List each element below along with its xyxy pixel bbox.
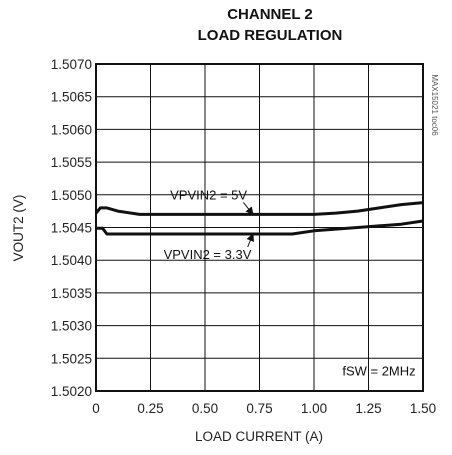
y-tick-label: 1.5065 <box>51 90 92 105</box>
x-tick-label: 0 <box>92 401 100 416</box>
x-tick-label: 0.75 <box>246 401 272 416</box>
y-tick-label: 1.5040 <box>51 253 92 268</box>
tick-labels: 0 0.25 0.50 0.75 1.00 1.25 1.50 1.5020 1.5025 1.5… <box>51 57 436 416</box>
chart-subtitle: LOAD REGULATION <box>198 27 343 44</box>
annotation-label: VPVIN2 = 3.3V <box>164 247 252 262</box>
x-tick-label: 1.50 <box>410 401 436 416</box>
x-tick-label: 1.25 <box>355 401 381 416</box>
y-tick-label: 1.5055 <box>51 155 92 170</box>
y-tick-label: 1.5050 <box>51 188 92 203</box>
x-tick-label: 1.00 <box>301 401 327 416</box>
y-tick-label: 1.5030 <box>51 319 92 334</box>
plot-frame <box>95 63 424 392</box>
annotation-arrow <box>246 233 255 248</box>
annotation-label: fSW = 2MHz <box>342 363 415 378</box>
y-axis-label: VOUT2 (V) <box>11 195 26 262</box>
y-tick-label: 1.5070 <box>51 57 92 72</box>
x-tick-label: 0.50 <box>192 401 218 416</box>
y-tick-label: 1.5060 <box>51 122 92 137</box>
y-tick-label: 1.5035 <box>51 286 92 301</box>
annotation-label: VPVIN2 = 5V <box>170 187 247 202</box>
x-tick-label: 0.25 <box>137 401 163 416</box>
annotation-arrow <box>243 202 254 216</box>
y-tick-label: 1.5025 <box>51 351 92 366</box>
series-line-3v3 <box>96 219 424 236</box>
x-axis-label: LOAD CURRENT (A) <box>195 429 323 444</box>
figure-id-label: MAX15021 toc06 <box>430 74 439 136</box>
chart-title: CHANNEL 2 <box>227 6 313 23</box>
y-tick-label: 1.5020 <box>51 384 92 399</box>
y-tick-label: 1.5045 <box>51 221 92 236</box>
annotations-layer: VPVIN2 = 5V VPVIN2 = 3.3V fSW = 2MHz <box>164 187 416 378</box>
